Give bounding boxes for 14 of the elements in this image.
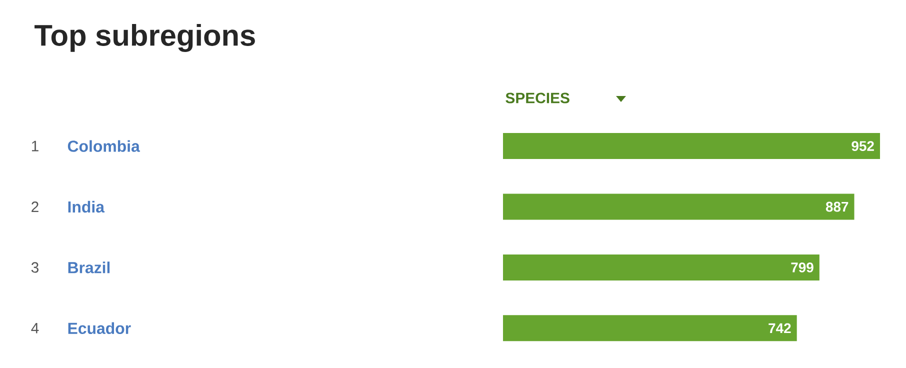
text: 3	[31, 262, 38, 273]
y-tick-label: India	[68, 200, 105, 213]
y-tick-label: Colombia	[68, 140, 140, 152]
data-label: 952	[852, 141, 874, 151]
data-label: 742	[768, 323, 791, 334]
x-axis-title: SPECIES	[506, 92, 570, 104]
text: 1	[32, 140, 38, 152]
data-label: 799	[791, 262, 814, 272]
data-label: 887	[826, 202, 848, 212]
text: 4	[31, 323, 39, 334]
y-tick-label: Ecuador	[68, 322, 131, 334]
text: Top subregions	[34, 24, 255, 52]
text: 2	[32, 202, 38, 212]
y-tick-label: Brazil	[68, 262, 110, 274]
